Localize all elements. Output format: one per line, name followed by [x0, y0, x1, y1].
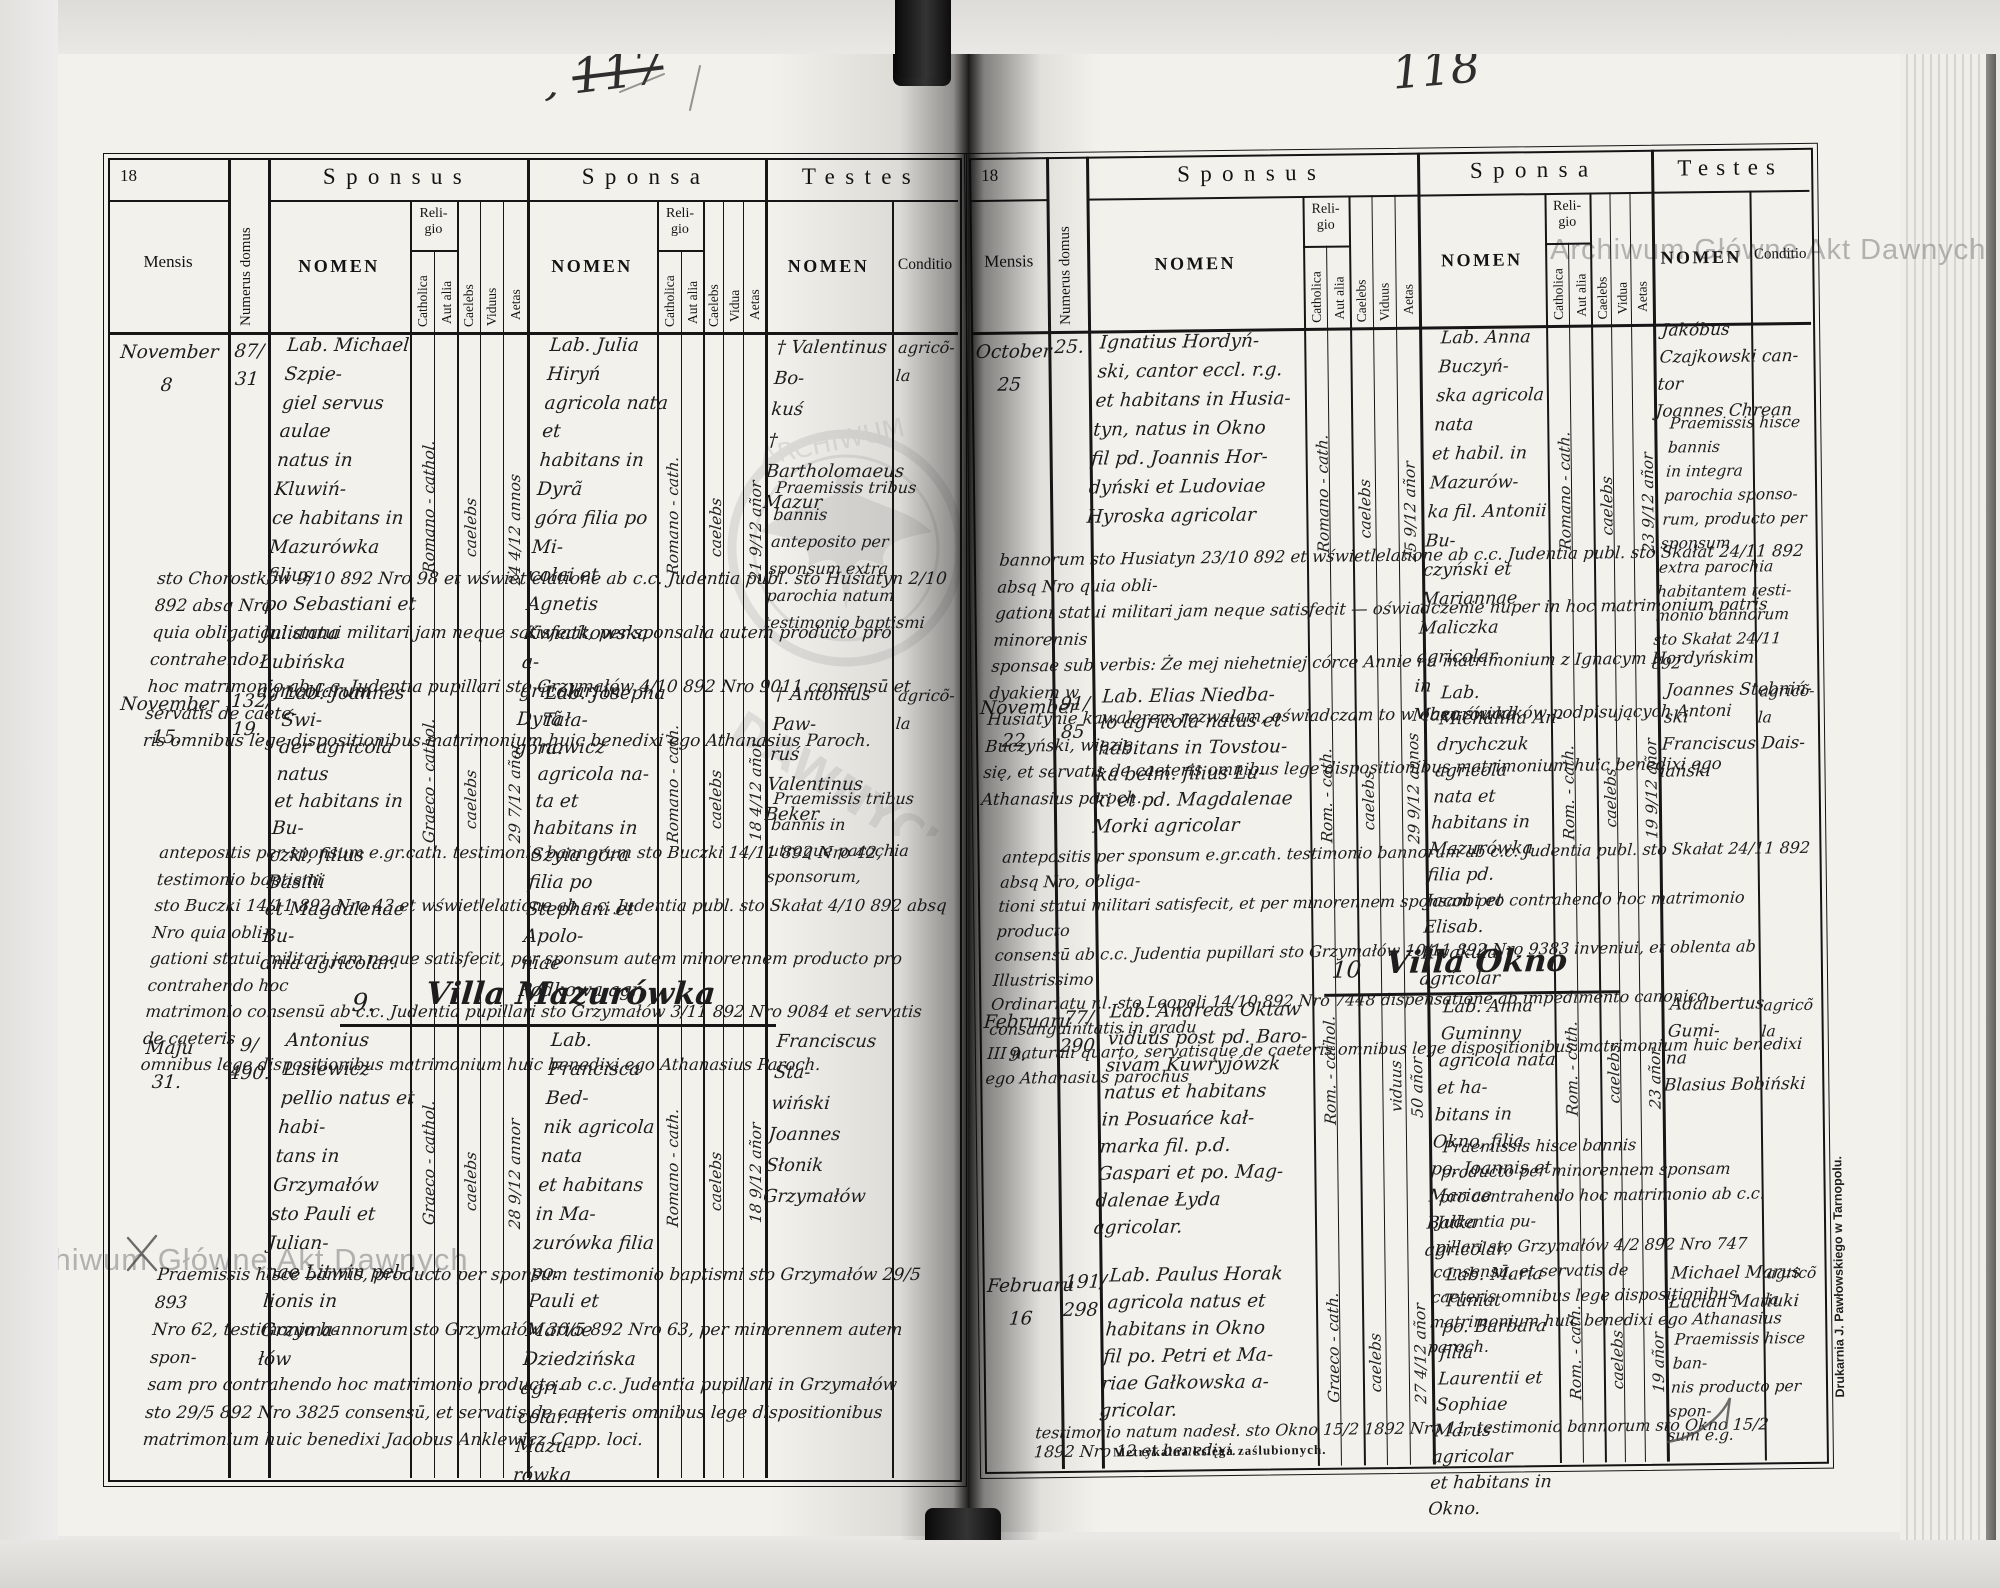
- column-header-nomen-testes-left: NOMEN: [787, 256, 870, 276]
- rule: [410, 250, 457, 252]
- rule: [457, 200, 459, 1478]
- rule: [681, 250, 682, 1478]
- column-header-testes-left: Testes: [801, 164, 922, 189]
- rule: [743, 200, 744, 1478]
- rule: [268, 200, 958, 202]
- book-binding-shadow: [900, 40, 1040, 1548]
- margin-check-mark: [1666, 1397, 1732, 1444]
- rule: [765, 158, 768, 1478]
- folio-flourish: [619, 65, 701, 111]
- archive-watermark-top: Archiwum Główne Akt Dawnych: [1550, 234, 1987, 266]
- rule: [228, 158, 231, 1478]
- photo-edge-left: [0, 0, 58, 1588]
- column-header-religio-sponsa-left: Reli- gio: [666, 206, 694, 237]
- rule: [108, 200, 228, 202]
- left-page-gutter-shade: [58, 54, 970, 1536]
- page-stack-edges: [1900, 46, 1994, 1540]
- photo-edge-top: [0, 0, 2000, 54]
- rule: [434, 250, 435, 1478]
- binding-strap-top-over: [895, 0, 951, 78]
- column-header-nomen-sponsus-left: NOMEN: [298, 256, 380, 276]
- rule: [527, 158, 530, 1478]
- margin-x-mark: [126, 1234, 158, 1272]
- archive-watermark-bottom: Archiwum Główne Akt Dawnych: [4, 1242, 469, 1277]
- rule: [657, 200, 659, 1478]
- column-header-mensis-left: Mensis: [143, 252, 193, 271]
- rule: [503, 200, 504, 1478]
- rule: [892, 200, 894, 1478]
- page-number-printed-left: 18: [120, 166, 137, 185]
- rule: [480, 200, 481, 1478]
- column-header-sponsa-left: Sponsa: [581, 164, 711, 189]
- rule: [723, 200, 724, 1478]
- rule: [703, 200, 705, 1478]
- rule: [108, 332, 958, 335]
- rule: [657, 250, 703, 252]
- book-block-edge: [1986, 40, 1996, 1545]
- column-header-sponsus-left: Sponsus: [322, 164, 473, 189]
- column-header-religio-sponsus-left: Reli- gio: [419, 206, 448, 237]
- left-page-paper: [58, 54, 970, 1536]
- column-header-nomen-sponsa-left: NOMEN: [551, 256, 633, 276]
- rule: [268, 158, 271, 1478]
- rule: [410, 200, 412, 1478]
- photo-edge-bottom: [0, 1540, 2000, 1588]
- section-underline: [340, 1024, 776, 1027]
